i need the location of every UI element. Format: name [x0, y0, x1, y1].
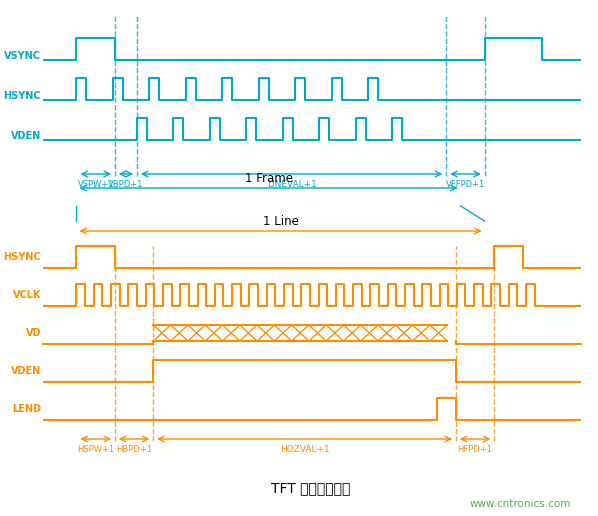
- Text: VD: VD: [26, 328, 41, 338]
- Text: LINEVAL+1: LINEVAL+1: [267, 180, 316, 189]
- Text: HSYNC: HSYNC: [4, 252, 41, 262]
- Text: HOZVAL+1: HOZVAL+1: [280, 445, 329, 454]
- Text: TFT 屏工作時序圖: TFT 屏工作時序圖: [271, 481, 350, 495]
- Text: VFFPD+1: VFFPD+1: [446, 180, 485, 189]
- Text: HSPW+1: HSPW+1: [77, 445, 114, 454]
- Text: VSYNC: VSYNC: [4, 51, 41, 61]
- Text: VDEN: VDEN: [11, 366, 41, 376]
- Text: HSYNC: HSYNC: [4, 91, 41, 101]
- Text: VCLK: VCLK: [13, 290, 41, 300]
- Text: HBPD+1: HBPD+1: [116, 445, 152, 454]
- Text: VDEN: VDEN: [11, 131, 41, 141]
- Text: VBPD+1: VBPD+1: [108, 180, 144, 189]
- Text: 1 Line: 1 Line: [263, 215, 298, 228]
- Text: www.cntronics.com: www.cntronics.com: [470, 499, 571, 509]
- Text: 1 Frame: 1 Frame: [245, 172, 292, 185]
- Text: VSPW+1: VSPW+1: [78, 180, 114, 189]
- Text: HFPD+1: HFPD+1: [457, 445, 493, 454]
- Text: LEND: LEND: [12, 404, 41, 414]
